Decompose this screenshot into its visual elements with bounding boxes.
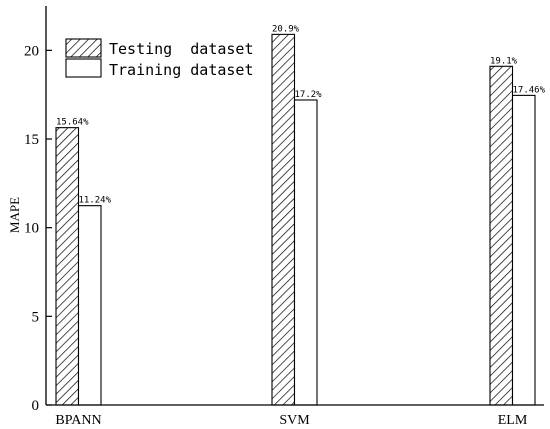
y-tick-label: 10 — [24, 221, 39, 237]
y-axis-ticks: 0 5 10 15 20 — [24, 43, 52, 414]
category-label-elm: ELM — [498, 413, 528, 428]
y-tick-label: 15 — [24, 132, 39, 148]
y-tick-label: 20 — [24, 43, 39, 59]
legend-label-training: Training dataset — [109, 61, 254, 79]
data-label: 17.46% — [513, 85, 546, 95]
bar-svm-testing — [271, 33, 296, 406]
data-label: 17.2% — [295, 90, 323, 100]
y-axis-label: MAPE — [7, 197, 22, 233]
category-label-bpann: BPANN — [55, 413, 101, 428]
y-tick-label: 5 — [32, 309, 40, 325]
y-tick-label: 0 — [32, 398, 40, 414]
bar-bpann-training — [77, 205, 102, 406]
bar-elm-training — [511, 94, 536, 406]
category-labels: BPANN SVM ELM — [55, 413, 527, 428]
legend-label-testing: Testing dataset — [109, 40, 254, 58]
data-label: 19.1% — [490, 56, 518, 66]
category-label-svm: SVM — [279, 413, 310, 428]
data-label: 11.24% — [79, 196, 112, 206]
bar-svm-training — [293, 99, 318, 406]
legend-swatch-training — [65, 58, 102, 78]
legend: Testing dataset Training dataset — [65, 38, 254, 79]
data-label: 20.9% — [272, 24, 300, 34]
bar-bpann-testing — [55, 127, 80, 406]
bar-elm-testing — [489, 65, 514, 406]
data-label: 15.64% — [56, 118, 89, 128]
legend-swatch-testing — [65, 38, 102, 58]
bars: 15.64% 11.24% 20.9% 17.2% 19.1% 17.46% — [55, 24, 546, 406]
